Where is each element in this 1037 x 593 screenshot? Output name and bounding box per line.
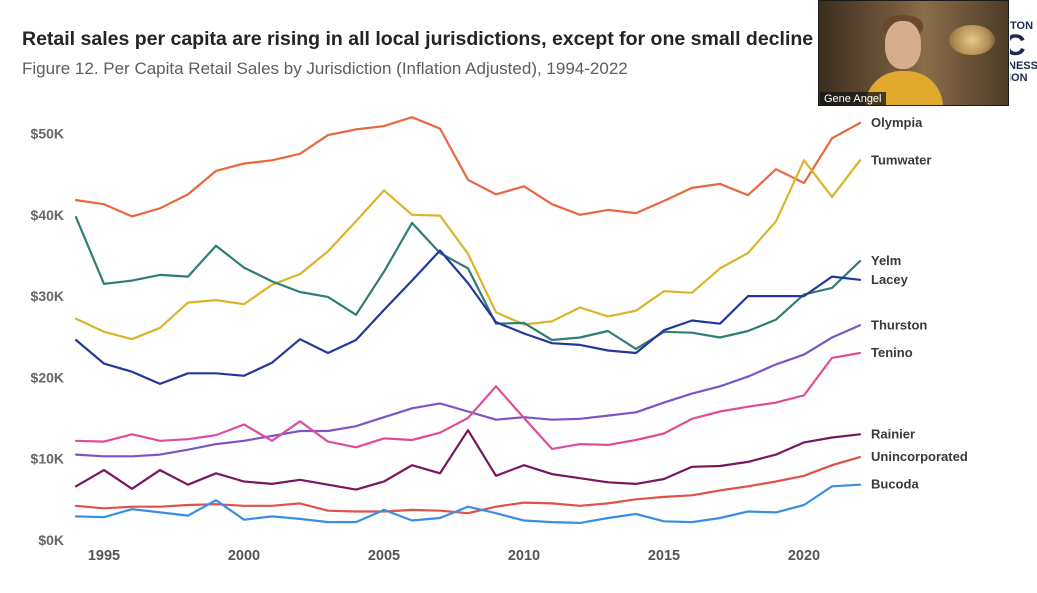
series-label-bucoda: Bucoda <box>871 477 919 492</box>
x-tick-label: 2015 <box>648 548 680 564</box>
logo-fragment: TON C NESS ION <box>1010 14 1037 94</box>
logo-text-3: NESS <box>1010 60 1037 72</box>
video-lamp-light <box>949 25 995 55</box>
y-axis: $0K $10K $20K $30K $40K $50K <box>31 125 64 548</box>
series-line-yelm <box>74 216 862 350</box>
x-tick-label: 2000 <box>228 548 260 564</box>
series-label-olympia: Olympia <box>871 115 923 130</box>
series-line-bucoda <box>74 483 862 525</box>
x-tick-label: 2020 <box>788 548 820 564</box>
series-labels: Olympia Tumwater Yelm Lacey Thurston Tenino Ra… <box>871 115 968 492</box>
x-axis: 1995 2000 2005 2010 2015 2020 <box>88 548 820 564</box>
series-line-thurston <box>74 324 862 458</box>
series-line-rainier <box>74 429 862 491</box>
logo-text-1: TON <box>1010 20 1034 32</box>
presenter-video-thumbnail: Gene Angel <box>818 0 1009 106</box>
y-tick-label: $0K <box>38 532 64 548</box>
y-tick-label: $50K <box>31 125 64 141</box>
y-tick-label: $10K <box>31 451 64 467</box>
series-label-lacey: Lacey <box>871 272 909 287</box>
x-tick-label: 1995 <box>88 548 120 564</box>
y-tick-label: $40K <box>31 207 64 223</box>
series-label-tumwater: Tumwater <box>871 152 931 167</box>
series-lines <box>74 116 862 525</box>
series-label-rainier: Rainier <box>871 426 915 441</box>
y-tick-label: $30K <box>31 288 64 304</box>
series-line-lacey <box>74 249 862 385</box>
series-label-unincorporated: Unincorporated <box>871 449 968 464</box>
logo-text-4: ION <box>1010 72 1028 84</box>
logo-text-2: C <box>1010 29 1026 62</box>
series-line-tenino <box>74 351 862 450</box>
presenter-head <box>885 21 921 69</box>
x-tick-label: 2005 <box>368 548 400 564</box>
series-line-tumwater <box>74 159 862 341</box>
y-tick-label: $20K <box>31 369 64 385</box>
series-line-olympia <box>74 116 862 218</box>
presenter-name-label: Gene Angel <box>820 92 886 105</box>
series-line-unincorporated <box>74 456 862 515</box>
series-label-yelm: Yelm <box>871 253 901 268</box>
figure-subtitle: Figure 12. Per Capita Retail Sales by Ju… <box>22 59 628 78</box>
x-tick-label: 2010 <box>508 548 540 564</box>
page-title: Retail sales per capita are rising in al… <box>22 28 822 50</box>
series-label-thurston: Thurston <box>871 317 927 332</box>
series-label-tenino: Tenino <box>871 345 913 360</box>
